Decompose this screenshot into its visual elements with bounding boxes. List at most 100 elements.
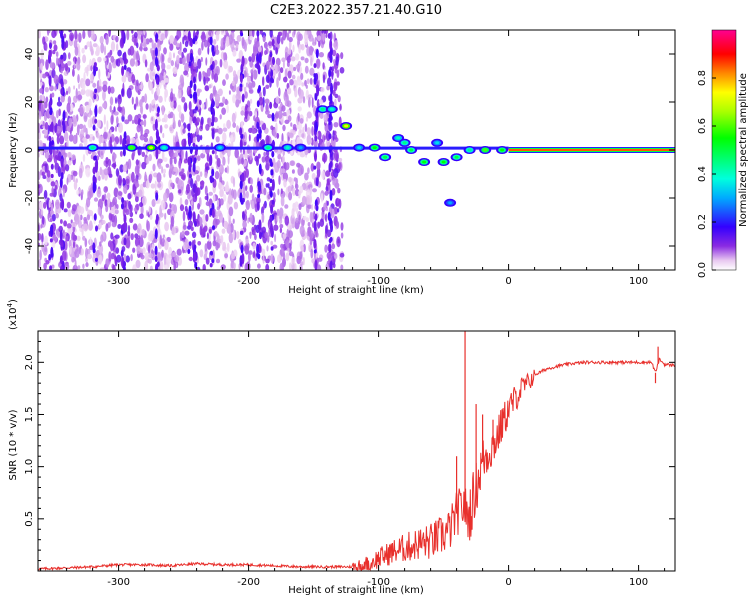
noise-streak	[92, 124, 96, 131]
noise-streak	[61, 120, 65, 127]
noise-speck	[282, 60, 285, 69]
noise-speck	[253, 46, 258, 57]
noise-speck	[45, 96, 49, 103]
noise-speck	[129, 45, 135, 56]
noise-speck	[72, 235, 78, 242]
noise-speck	[117, 106, 122, 112]
feature-core	[402, 141, 407, 145]
noise-speck	[139, 248, 144, 253]
noise-speck	[133, 38, 137, 46]
feature-core	[218, 146, 222, 150]
noise-speck	[279, 227, 283, 234]
noise-speck	[305, 217, 309, 222]
noise-speck	[130, 254, 133, 262]
noise-speck	[198, 71, 202, 82]
noise-speck	[144, 252, 150, 261]
noise-speck	[134, 237, 140, 247]
noise-speck	[131, 171, 135, 183]
noise-speck	[204, 85, 210, 92]
noise-speck	[175, 131, 178, 143]
noise-speck	[219, 188, 224, 198]
noise-speck	[67, 151, 72, 158]
noise-streak	[94, 257, 98, 262]
noise-speck	[145, 73, 149, 83]
noise-speck	[339, 67, 345, 74]
noise-speck	[280, 243, 284, 249]
noise-speck	[264, 50, 268, 56]
noise-speck	[297, 97, 303, 104]
noise-speck	[274, 233, 277, 243]
noise-speck	[276, 77, 279, 88]
noise-speck	[223, 52, 226, 59]
noise-speck	[141, 195, 147, 206]
noise-speck	[284, 204, 289, 209]
noise-speck	[186, 53, 190, 62]
noise-speck	[158, 212, 164, 218]
noise-speck	[305, 195, 311, 205]
noise-speck	[68, 117, 73, 128]
noise-speck	[297, 112, 300, 122]
noise-speck	[98, 135, 102, 145]
noise-streak	[316, 85, 320, 97]
noise-speck	[39, 110, 42, 120]
noise-speck	[201, 103, 205, 110]
noise-speck	[304, 172, 309, 181]
noise-speck	[261, 212, 265, 223]
noise-speck	[307, 226, 312, 234]
noise-speck	[249, 184, 253, 193]
noise-streak	[240, 230, 244, 235]
noise-speck	[134, 233, 139, 239]
noise-streak	[258, 129, 262, 135]
noise-speck	[280, 247, 285, 257]
noise-speck	[78, 168, 83, 179]
noise-speck	[184, 199, 189, 206]
noise-speck	[74, 57, 77, 64]
noise-speck	[162, 132, 165, 139]
noise-streak	[194, 220, 197, 227]
noise-streak	[239, 179, 243, 190]
noise-speck	[340, 222, 344, 231]
noise-streak	[313, 249, 317, 254]
noise-speck	[184, 230, 190, 236]
noise-speck	[235, 43, 239, 49]
noise-streak	[269, 158, 273, 164]
noise-speck	[164, 30, 168, 39]
noise-speck	[102, 102, 107, 109]
noise-speck	[226, 119, 232, 129]
noise-speck	[135, 60, 139, 67]
noise-speck	[320, 192, 324, 203]
noise-speck	[298, 44, 301, 54]
noise-speck	[286, 94, 289, 106]
noise-speck	[121, 106, 126, 117]
noise-speck	[90, 33, 96, 41]
noise-speck	[118, 94, 122, 100]
noise-speck	[204, 243, 208, 252]
noise-speck	[309, 67, 315, 76]
noise-speck	[227, 155, 230, 165]
noise-speck	[213, 59, 218, 66]
noise-speck	[55, 212, 59, 219]
colorbar-label: Normalized spectral amplitude	[738, 73, 749, 227]
noise-speck	[87, 30, 92, 38]
noise-speck	[139, 42, 143, 52]
noise-speck	[184, 238, 189, 249]
noise-speck	[110, 252, 116, 260]
noise-speck	[234, 148, 239, 159]
noise-speck	[340, 232, 344, 239]
noise-speck	[108, 62, 112, 74]
noise-speck	[143, 30, 146, 36]
noise-speck	[120, 57, 124, 66]
noise-speck	[299, 225, 305, 236]
x-tick-label: 100	[629, 577, 648, 588]
noise-streak	[239, 74, 243, 83]
noise-speck	[193, 239, 196, 245]
noise-speck	[139, 121, 145, 126]
colorbar-tick-label: 0.0	[697, 262, 708, 278]
noise-speck	[319, 218, 325, 227]
noise-speck	[145, 180, 150, 189]
noise-speck	[166, 64, 171, 70]
noise-speck	[232, 229, 235, 240]
noise-speck	[79, 106, 84, 115]
noise-speck	[41, 233, 44, 244]
noise-speck	[62, 188, 65, 198]
